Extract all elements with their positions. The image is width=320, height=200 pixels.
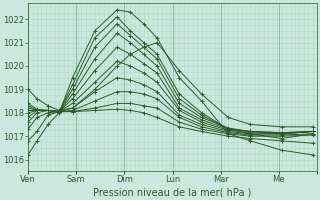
- X-axis label: Pression niveau de la mer( hPa ): Pression niveau de la mer( hPa ): [93, 187, 252, 197]
